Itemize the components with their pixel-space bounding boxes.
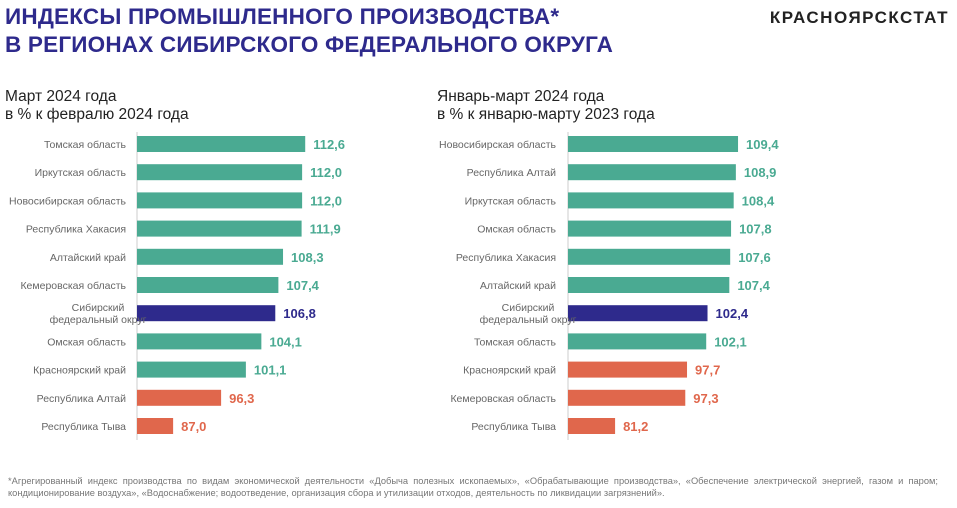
value-label: 112,0 bbox=[310, 165, 342, 180]
value-label: 97,3 bbox=[693, 391, 718, 406]
category-label: Иркутская область bbox=[465, 195, 557, 207]
category-label: Иркутская область bbox=[35, 167, 127, 179]
bar bbox=[137, 305, 276, 322]
bar bbox=[568, 418, 616, 434]
value-label: 112,0 bbox=[310, 193, 342, 208]
value-label: 101,1 bbox=[254, 363, 287, 378]
value-label: 111,9 bbox=[310, 222, 341, 237]
left-chart-subtitle: Март 2024 года в % к февралю 2024 года bbox=[5, 88, 189, 124]
category-label: Кемеровская область bbox=[20, 280, 126, 292]
value-label: 102,4 bbox=[716, 306, 749, 321]
subtitle-line-1: Январь-март 2024 года bbox=[437, 88, 605, 105]
category-label: Сибирский bbox=[72, 302, 125, 314]
value-label: 108,9 bbox=[744, 165, 777, 180]
value-label: 107,4 bbox=[737, 278, 770, 293]
page-title: ИНДЕКСЫ ПРОМЫШЛЕННОГО ПРОИЗВОДСТВА* В РЕ… bbox=[5, 3, 613, 59]
bar bbox=[568, 389, 686, 406]
category-label: Алтайский край bbox=[480, 280, 556, 292]
category-label: Республика Хакасия bbox=[456, 252, 556, 264]
bar bbox=[137, 418, 174, 434]
category-label: Алтайский край bbox=[50, 252, 126, 264]
category-label: Омская область bbox=[477, 224, 556, 236]
value-label: 102,1 bbox=[714, 334, 747, 349]
value-label: 108,3 bbox=[291, 250, 324, 265]
bar bbox=[137, 389, 222, 406]
category-label: Республика Тыва bbox=[41, 421, 126, 433]
bar bbox=[137, 277, 279, 293]
bar bbox=[568, 305, 708, 322]
subtitle-line-2: в % к январю-марту 2023 года bbox=[437, 106, 655, 123]
category-label: Новосибирская область bbox=[9, 195, 126, 207]
bar-charts: 112,6 Томская область 112,0 Иркутская облас… bbox=[9, 132, 779, 440]
value-label: 112,6 bbox=[313, 137, 345, 152]
bar bbox=[568, 136, 739, 152]
subtitle-line-2: в % к февралю 2024 года bbox=[5, 106, 189, 123]
bar bbox=[568, 164, 736, 181]
category-label: Республика Тыва bbox=[471, 421, 556, 433]
bar bbox=[568, 192, 734, 209]
bar bbox=[137, 164, 303, 181]
footnote: *Агрегированный индекс производства по в… bbox=[8, 476, 938, 498]
value-label: 81,2 bbox=[623, 419, 648, 434]
category-label: федеральный округ bbox=[50, 314, 147, 326]
bar bbox=[568, 248, 731, 265]
value-label: 107,6 bbox=[738, 250, 771, 265]
bar bbox=[568, 277, 730, 293]
category-label: Красноярский край bbox=[33, 365, 126, 377]
bar bbox=[137, 333, 262, 350]
category-label: Республика Алтай bbox=[467, 167, 556, 179]
subtitle-line-1: Март 2024 года bbox=[5, 88, 117, 105]
value-label: 107,4 bbox=[286, 278, 319, 293]
bar bbox=[568, 333, 707, 350]
value-label: 96,3 bbox=[229, 391, 254, 406]
value-label: 106,8 bbox=[283, 306, 316, 321]
category-label: Томская область bbox=[474, 336, 557, 348]
value-label: 104,1 bbox=[269, 334, 302, 349]
brand-logo: КРАСНОЯРСКСТАТ bbox=[769, 8, 949, 27]
category-label: Республика Алтай bbox=[37, 393, 126, 405]
value-label: 109,4 bbox=[746, 137, 779, 152]
value-label: 107,8 bbox=[739, 222, 772, 237]
bar bbox=[137, 192, 303, 209]
category-label: Кемеровская область bbox=[450, 393, 556, 405]
bar bbox=[568, 220, 732, 237]
bar bbox=[137, 220, 302, 237]
value-label: 97,7 bbox=[695, 363, 720, 378]
category-label: Республика Хакасия bbox=[26, 224, 126, 236]
value-label: 108,4 bbox=[742, 193, 775, 208]
right-chart-subtitle: Январь-март 2024 года в % к январю-марту… bbox=[437, 88, 655, 124]
category-label: Красноярский край bbox=[463, 365, 556, 377]
title-line-1: ИНДЕКСЫ ПРОМЫШЛЕННОГО ПРОИЗВОДСТВА* bbox=[5, 4, 560, 29]
category-label: Новосибирская область bbox=[439, 139, 556, 151]
category-label: Томская область bbox=[44, 139, 127, 151]
category-label: федеральный округ bbox=[480, 314, 577, 326]
bar bbox=[137, 248, 284, 265]
value-label: 87,0 bbox=[181, 419, 206, 434]
bar bbox=[137, 136, 306, 152]
bar bbox=[137, 361, 246, 378]
title-line-2: В РЕГИОНАХ СИБИРСКОГО ФЕДЕРАЛЬНОГО ОКРУГ… bbox=[5, 32, 614, 57]
bar bbox=[568, 361, 688, 378]
category-label: Сибирский bbox=[502, 302, 555, 314]
category-label: Омская область bbox=[47, 336, 126, 348]
